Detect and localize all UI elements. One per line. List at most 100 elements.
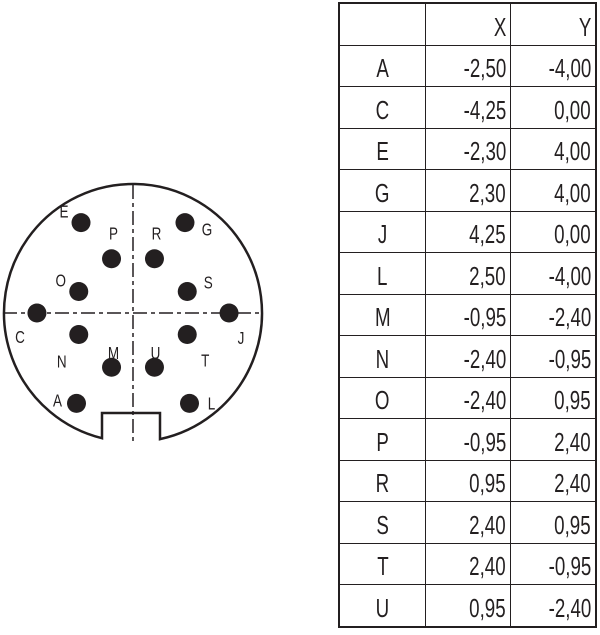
table-row: A -2,50 -4,00 [338, 44, 597, 87]
cell-text: 0,95 [469, 592, 506, 623]
pin-label: T [201, 352, 209, 371]
cell-y: -0,95 [510, 335, 597, 378]
cell-x: 0,95 [425, 584, 511, 627]
cell-pin: G [338, 169, 426, 212]
cell-text: J [377, 219, 388, 249]
table-row: L 2,50 -4,00 [338, 252, 597, 295]
cell-text: G [375, 177, 390, 208]
cell-text: -0,95 [548, 551, 591, 581]
pin-label: G [202, 221, 213, 240]
cell-x: -0,95 [425, 293, 511, 336]
cell-text: 2,40 [554, 468, 591, 498]
cell-text: C [375, 94, 390, 125]
cell-x: 4,25 [425, 210, 511, 253]
cell-text: -2,40 [463, 343, 506, 374]
cell-text: 0,95 [469, 468, 506, 498]
header-y-text: Y [578, 11, 591, 42]
pin-label: R [152, 225, 162, 244]
cell-x: 0,95 [425, 459, 511, 502]
connector-pinout-diagram: A C E G J L M N O P R S T U [2, 182, 264, 445]
pin-label: A [53, 392, 62, 411]
cell-text: 2,40 [554, 426, 591, 457]
table-row: C -4,25 0,00 [338, 86, 597, 129]
pin-label: L [208, 395, 216, 414]
cell-text: -4,00 [548, 260, 591, 291]
table-row: E -2,30 4,00 [338, 127, 597, 170]
cell-y: 2,40 [510, 418, 597, 461]
cell-text: -2,40 [548, 302, 591, 332]
cell-pin: L [338, 252, 426, 295]
pin-O [69, 282, 89, 302]
cell-y: 4,00 [510, 127, 597, 170]
cell-y: -4,00 [510, 44, 597, 87]
cell-text: -4,00 [548, 53, 591, 83]
cell-y: -2,40 [510, 584, 597, 627]
pin-label: M [108, 345, 119, 364]
cell-text: -4,25 [463, 94, 506, 125]
pin-T [177, 324, 197, 344]
cell-text: -0,95 [463, 302, 506, 332]
pin-J [219, 303, 239, 323]
table-row: S 2,40 0,95 [338, 501, 597, 544]
table-row: R 0,95 2,40 [338, 459, 597, 502]
connector-outline [2, 182, 264, 441]
cell-pin: O [338, 376, 426, 419]
cell-y: -4,00 [510, 252, 597, 295]
pin-label: P [109, 225, 118, 244]
cell-text: O [375, 385, 390, 415]
cell-text: N [375, 343, 390, 374]
pin-C [27, 303, 47, 323]
cell-pin: E [338, 127, 426, 170]
cell-text: -2,40 [463, 385, 506, 415]
cell-text: -0,95 [463, 426, 506, 457]
pin-label: U [151, 345, 161, 364]
pin-E [71, 213, 91, 233]
header-x: X [425, 2, 511, 46]
cell-pin: U [338, 584, 426, 627]
table-row: P -0,95 2,40 [338, 418, 597, 461]
cell-text: 4,25 [469, 219, 506, 249]
table-row: G 2,30 4,00 [338, 169, 597, 212]
pin-U [144, 357, 164, 377]
table-row: U 0,95 -2,40 [338, 584, 597, 627]
cell-y: 0,00 [510, 86, 597, 129]
cell-text: 2,40 [469, 509, 506, 540]
cell-text: U [375, 592, 390, 623]
cell-x: 2,40 [425, 542, 511, 585]
cell-pin: M [338, 293, 426, 336]
cell-text: 0,95 [554, 385, 591, 415]
pin-coordinate-table: X Y A -2,50 -4,00 C -4,25 0,00 E -2,30 4,00 G 2,30… [338, 2, 597, 628]
table-row: M -0,95 -2,40 [338, 293, 597, 336]
pin-label: S [204, 274, 213, 293]
cell-y: 4,00 [510, 169, 597, 212]
pin-label: J [238, 329, 245, 348]
cell-pin: T [338, 542, 426, 585]
pin-N [69, 324, 89, 344]
pin-L [180, 393, 199, 413]
cell-x: -4,25 [425, 86, 511, 129]
cell-text: S [376, 509, 389, 540]
cell-x: 2,50 [425, 252, 511, 295]
cell-text: -2,40 [548, 592, 591, 623]
header-pin [338, 2, 426, 46]
cell-y: 2,40 [510, 459, 597, 502]
cell-x: 2,40 [425, 501, 511, 544]
cell-text: 0,00 [554, 94, 591, 125]
cell-text: P [376, 426, 389, 457]
cell-pin: P [338, 418, 426, 461]
cell-y: 0,95 [510, 376, 597, 419]
cell-text: M [374, 302, 391, 332]
cell-text: 4,00 [554, 136, 591, 166]
table-header-row: X Y [338, 2, 597, 46]
cell-pin: C [338, 86, 426, 129]
cell-x: 2,30 [425, 169, 511, 212]
cell-text: 2,50 [469, 260, 506, 291]
pin-G [175, 213, 195, 233]
cell-pin: J [338, 210, 426, 253]
cell-text: R [375, 468, 390, 498]
cell-text: E [376, 136, 389, 166]
table-row: O -2,40 0,95 [338, 376, 597, 419]
pin-label: O [56, 272, 67, 291]
cell-text: -0,95 [548, 343, 591, 374]
cell-pin: N [338, 335, 426, 378]
